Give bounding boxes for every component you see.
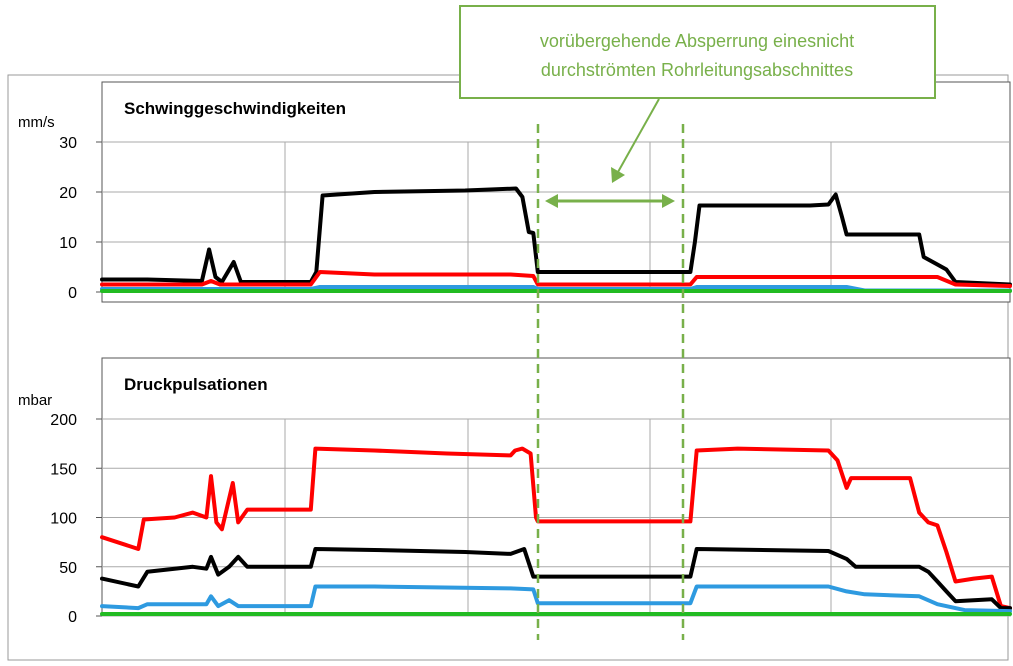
y-tick-label: 20 (59, 185, 77, 202)
annotation-callout-box (459, 5, 936, 99)
chart-velocity: 0 10 20 30 Schwinggeschwindigkeiten mm/s (18, 81, 1012, 303)
pressure-plot-frame (101, 357, 1011, 617)
chart-pressure: 0 50 100 150 200 Druckpulsationen mbar (18, 357, 1012, 626)
y-tick-label: 200 (50, 412, 77, 429)
y-tick-label: 100 (50, 511, 77, 528)
series-line (100, 547, 1012, 611)
shutoff-span-arrow (545, 194, 675, 208)
pressure-chart-title: Druckpulsationen (124, 375, 268, 394)
y-tick-label: 0 (68, 285, 77, 302)
y-tick-label: 0 (68, 609, 77, 626)
annotation-line-1: vorübergehende Absperrung einesnicht (540, 31, 854, 51)
velocity-y-unit: mm/s (18, 114, 55, 131)
velocity-chart-title: Schwinggeschwindigkeiten (124, 99, 346, 118)
series-line (100, 584, 1012, 614)
series-line (100, 270, 1012, 288)
velocity-series (100, 186, 1012, 293)
y-tick-label: 30 (59, 135, 77, 152)
velocity-tick-labels: 0 10 20 30 (59, 135, 102, 302)
y-tick-label: 50 (59, 560, 77, 577)
series-line (100, 446, 1012, 611)
series-line (100, 186, 1012, 287)
y-tick-label: 150 (50, 461, 77, 478)
pressure-tick-labels: 0 50 100 150 200 (50, 412, 102, 626)
pressure-series (100, 446, 1012, 616)
y-tick-label: 10 (59, 235, 77, 252)
annotation-line-2: durchströmten Rohrleitungsabschnittes (541, 60, 853, 80)
pressure-y-unit: mbar (18, 392, 52, 409)
callout-pointer-arrow (611, 98, 660, 183)
shutoff-annotation: vorübergehende Absperrung einesnicht dur… (459, 5, 936, 640)
